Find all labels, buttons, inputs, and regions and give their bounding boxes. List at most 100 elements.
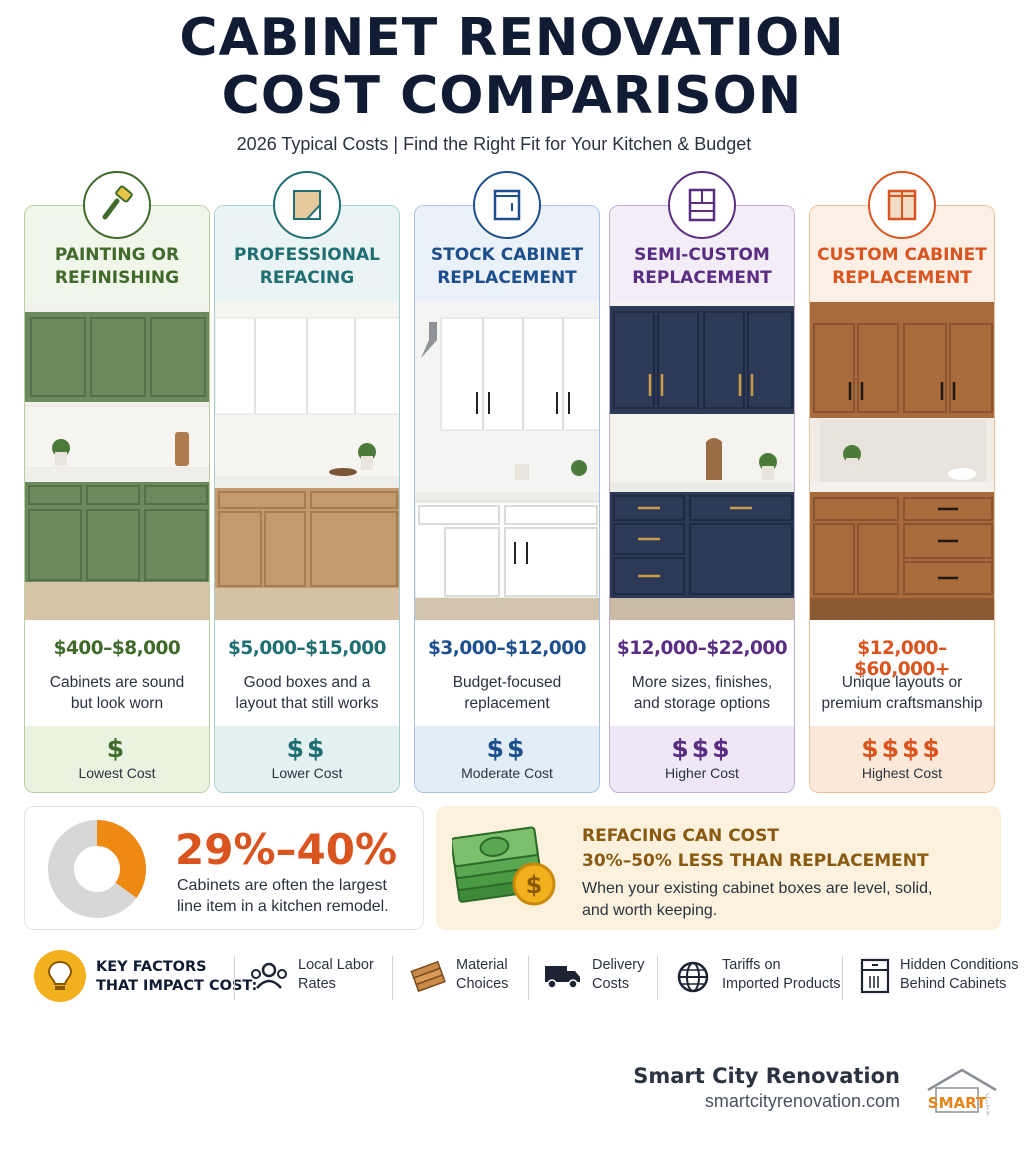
card-title-line2: REPLACEMENT bbox=[632, 268, 772, 288]
desc-line1: More sizes, finishes, bbox=[631, 674, 773, 691]
dollar-signs: $$ bbox=[286, 734, 328, 763]
desc-line2: replacement bbox=[464, 695, 550, 712]
cabinet-drawers-icon bbox=[668, 171, 736, 239]
desc-line1: Unique layouts or bbox=[841, 674, 963, 691]
svg-text:$: $ bbox=[526, 871, 543, 899]
card-title-line1: SEMI-CUSTOM bbox=[634, 245, 770, 265]
kitchen-photo-wood bbox=[810, 302, 994, 620]
card-description: Budget-focused replacement bbox=[423, 672, 591, 714]
price-range: $400–$8,000 bbox=[53, 638, 181, 659]
donut-chart bbox=[48, 820, 146, 918]
page-title-line1: CABINET RENOVATION bbox=[179, 8, 845, 68]
card-title: PROFESSIONAL REFACING bbox=[219, 244, 395, 290]
cost-level: $ Lowest Cost bbox=[25, 726, 209, 792]
money-stack-icon: $ bbox=[452, 826, 556, 906]
card-title-line2: REPLACEMENT bbox=[437, 268, 577, 288]
card-custom: CUSTOM CABINET REPLACEMENT $12,000–$60,0… bbox=[809, 171, 995, 793]
stat-text-line1: Cabinets are often the largest bbox=[177, 877, 387, 894]
dollar-signs: $$$$ bbox=[861, 734, 943, 763]
divider bbox=[234, 956, 235, 1000]
factor-label-line1: Material bbox=[456, 957, 508, 973]
people-icon bbox=[251, 962, 287, 989]
cost-level: $$$$ Highest Cost bbox=[810, 726, 994, 792]
factor-material: Material Choices bbox=[410, 952, 530, 1000]
kitchen-photo-white-wood bbox=[215, 302, 399, 620]
key-factors-title: KEY FACTORS THAT IMPACT COST: bbox=[96, 958, 257, 996]
card-title: PAINTING OR REFINISHING bbox=[29, 244, 205, 290]
divider bbox=[528, 956, 529, 1000]
logo-text: SMART bbox=[928, 1094, 987, 1112]
factor-label-line2: Choices bbox=[456, 976, 509, 992]
desc-line1: Good boxes and a bbox=[243, 674, 371, 691]
card-description: Unique layouts or premium craftsmanship bbox=[818, 672, 986, 714]
factor-label-line1: Tariffs on bbox=[722, 957, 781, 973]
card-title-line2: REFINISHING bbox=[54, 268, 180, 288]
card-description: More sizes, finishes, and storage option… bbox=[618, 672, 786, 714]
kitchen-photo-white bbox=[415, 302, 599, 620]
price-range: $12,000–$60,000+ bbox=[854, 638, 950, 680]
card-title-line1: PAINTING OR bbox=[54, 245, 180, 265]
veneer-sheet-icon bbox=[273, 171, 341, 239]
factor-label-line2: Rates bbox=[298, 976, 336, 992]
factor-label-line1: Local Labor bbox=[298, 957, 374, 973]
lumber-icon bbox=[410, 960, 446, 993]
refacing-text-line1: When your existing cabinet boxes are lev… bbox=[582, 880, 933, 897]
card-title-line1: CUSTOM CABINET bbox=[817, 245, 987, 265]
cabinet-share-stat: 29%–40% Cabinets are often the largest l… bbox=[24, 806, 424, 930]
company-name: Smart City Renovation bbox=[633, 1064, 900, 1088]
card-description: Good boxes and a layout that still works bbox=[223, 672, 391, 714]
dollar-signs: $ bbox=[106, 734, 128, 763]
donut-segment bbox=[48, 820, 146, 918]
globe-icon bbox=[677, 961, 709, 993]
svg-text:C: C bbox=[986, 1093, 990, 1100]
factor-label: Tariffs on Imported Products bbox=[722, 956, 840, 994]
cost-level-label: Higher Cost bbox=[665, 765, 739, 781]
refacing-text-line2: and worth keeping. bbox=[582, 902, 718, 919]
card-title-line1: STOCK CABINET bbox=[430, 245, 584, 265]
svg-text:Y: Y bbox=[985, 1111, 990, 1118]
card-title-line1: PROFESSIONAL bbox=[234, 245, 380, 265]
cost-level: $$ Moderate Cost bbox=[415, 726, 599, 792]
card-painting: PAINTING OR REFINISHING $400–$8,000 Cabi… bbox=[24, 171, 210, 793]
factor-hidden-conditions: Hidden Conditions Behind Cabinets bbox=[860, 952, 1019, 1000]
desc-line2: premium craftsmanship bbox=[821, 695, 983, 712]
divider bbox=[842, 956, 843, 1000]
factor-label-line2: Behind Cabinets bbox=[900, 976, 1007, 992]
refacing-headline-line2: 30%–50% LESS THAN REPLACEMENT bbox=[582, 851, 929, 871]
price-range: $12,000–$22,000 bbox=[616, 638, 788, 659]
key-factors: KEY FACTORS THAT IMPACT COST: Local Labo… bbox=[24, 944, 1019, 1024]
wood-cabinet-icon bbox=[868, 171, 936, 239]
factor-labor: Local Labor Rates bbox=[250, 952, 390, 1000]
card-refacing: PROFESSIONAL REFACING $5,000–$15,000 Goo… bbox=[214, 171, 400, 793]
card-semi-custom: SEMI-CUSTOM REPLACEMENT $12,000–$22,000 … bbox=[609, 171, 795, 793]
cost-level-label: Moderate Cost bbox=[461, 765, 553, 781]
stat-text-line2: line item in a kitchen remodel. bbox=[177, 898, 389, 915]
lightbulb-icon bbox=[34, 950, 86, 1002]
factor-label-line1: Delivery bbox=[592, 957, 645, 973]
key-factors-title-line2: THAT IMPACT COST: bbox=[96, 978, 258, 994]
refacing-savings-callout: $ REFACING CAN COST 30%–50% LESS THAN RE… bbox=[436, 806, 1001, 930]
factor-label: Local Labor Rates bbox=[298, 956, 374, 994]
svg-text:I: I bbox=[986, 1099, 988, 1106]
card-title: STOCK CABINET REPLACEMENT bbox=[419, 244, 595, 290]
desc-line1: Budget-focused bbox=[452, 674, 562, 691]
desc-line1: Cabinets are sound bbox=[49, 674, 185, 691]
card-stock-replacement: STOCK CABINET REPLACEMENT $3,000–$12,000… bbox=[414, 171, 600, 793]
cost-level: $$$ Higher Cost bbox=[610, 726, 794, 792]
company-logo: SMART C I T Y bbox=[927, 1068, 997, 1118]
factor-label-line2: Costs bbox=[592, 976, 630, 992]
cost-level-label: Lower Cost bbox=[271, 765, 343, 781]
page-title-line2: COST COMPARISON bbox=[221, 66, 803, 126]
company-url[interactable]: smartcityrenovation.com bbox=[704, 1091, 900, 1111]
refacing-headline-line1: REFACING CAN COST bbox=[582, 826, 779, 846]
cabinet-outline-icon bbox=[860, 958, 890, 994]
paintbrush-icon bbox=[83, 171, 151, 239]
dollar-signs: $$$ bbox=[671, 734, 733, 763]
desc-line2: but look worn bbox=[70, 695, 164, 712]
price-range: $5,000–$15,000 bbox=[228, 638, 386, 659]
factor-label: Material Choices bbox=[456, 956, 508, 994]
card-title-line2: REPLACEMENT bbox=[832, 268, 972, 288]
page-subtitle: 2026 Typical Costs | Find the Right Fit … bbox=[236, 134, 752, 154]
factor-label-line1: Hidden Conditions bbox=[900, 957, 1019, 973]
desc-line2: layout that still works bbox=[235, 695, 379, 712]
